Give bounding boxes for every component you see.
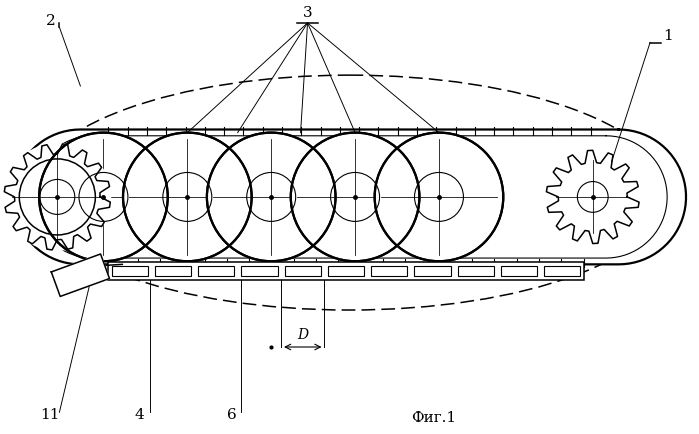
Text: 4: 4 bbox=[135, 408, 145, 421]
Circle shape bbox=[546, 151, 640, 244]
Text: 1: 1 bbox=[663, 29, 672, 43]
Circle shape bbox=[123, 133, 252, 262]
Circle shape bbox=[375, 133, 503, 262]
Polygon shape bbox=[51, 254, 110, 297]
Bar bbox=[108, 263, 584, 280]
Polygon shape bbox=[13, 130, 686, 265]
Circle shape bbox=[39, 133, 168, 262]
Circle shape bbox=[207, 133, 336, 262]
Bar bbox=[108, 263, 584, 265]
Bar bbox=[112, 266, 148, 276]
Circle shape bbox=[4, 145, 110, 250]
Bar bbox=[155, 266, 192, 276]
Text: 6: 6 bbox=[227, 408, 237, 421]
Bar bbox=[328, 266, 364, 276]
Circle shape bbox=[291, 133, 419, 262]
Bar bbox=[458, 266, 493, 276]
Bar bbox=[241, 266, 278, 276]
Text: 11: 11 bbox=[41, 408, 60, 421]
Text: Фиг.1: Фиг.1 bbox=[411, 410, 456, 424]
Bar bbox=[500, 266, 537, 276]
Bar bbox=[544, 266, 580, 276]
Bar bbox=[415, 266, 451, 276]
Bar bbox=[284, 266, 321, 276]
Text: 3: 3 bbox=[303, 6, 312, 20]
Bar bbox=[371, 266, 408, 276]
Text: 2: 2 bbox=[45, 14, 55, 28]
Bar bbox=[199, 266, 234, 276]
Text: D: D bbox=[297, 327, 308, 341]
